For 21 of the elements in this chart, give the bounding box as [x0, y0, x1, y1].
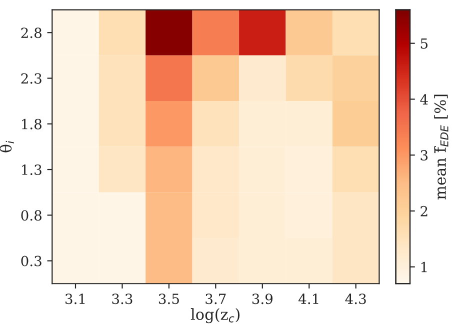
color-bar-title: mean f̄$_{EDE}$ [%] [434, 94, 448, 200]
y-tick-label: 1.8 [22, 118, 42, 130]
y-tick-label: 0.3 [21, 256, 42, 266]
x-tick-label: 4.3 [345, 294, 366, 304]
x-tick-label: 3.5 [158, 294, 179, 304]
color-bar-label: 1 [421, 262, 427, 272]
y-tick-label: 2.3 [21, 73, 42, 84]
x-axis-title: log(z$_{c}$) [190, 308, 240, 324]
y-tick-label: 1.3 [22, 164, 42, 175]
x-tick-label: 3.3 [112, 294, 132, 304]
color-bar-label: 2 [420, 206, 428, 216]
color-bar-label: 4 [420, 94, 428, 104]
color-bar-label: 5 [420, 38, 428, 49]
x-tick-label: 3.7 [206, 294, 226, 304]
y-tick-label: 0.8 [21, 210, 42, 221]
x-tick-label: 4.1 [298, 294, 318, 304]
x-tick-label: 3.9 [252, 294, 272, 304]
x-tick-label: 3.1 [66, 294, 85, 304]
y-tick-label: 2.8 [21, 28, 42, 38]
color-bar-label: 3 [420, 150, 428, 161]
y-axis-title: θ$_{i}$ [0, 140, 14, 152]
